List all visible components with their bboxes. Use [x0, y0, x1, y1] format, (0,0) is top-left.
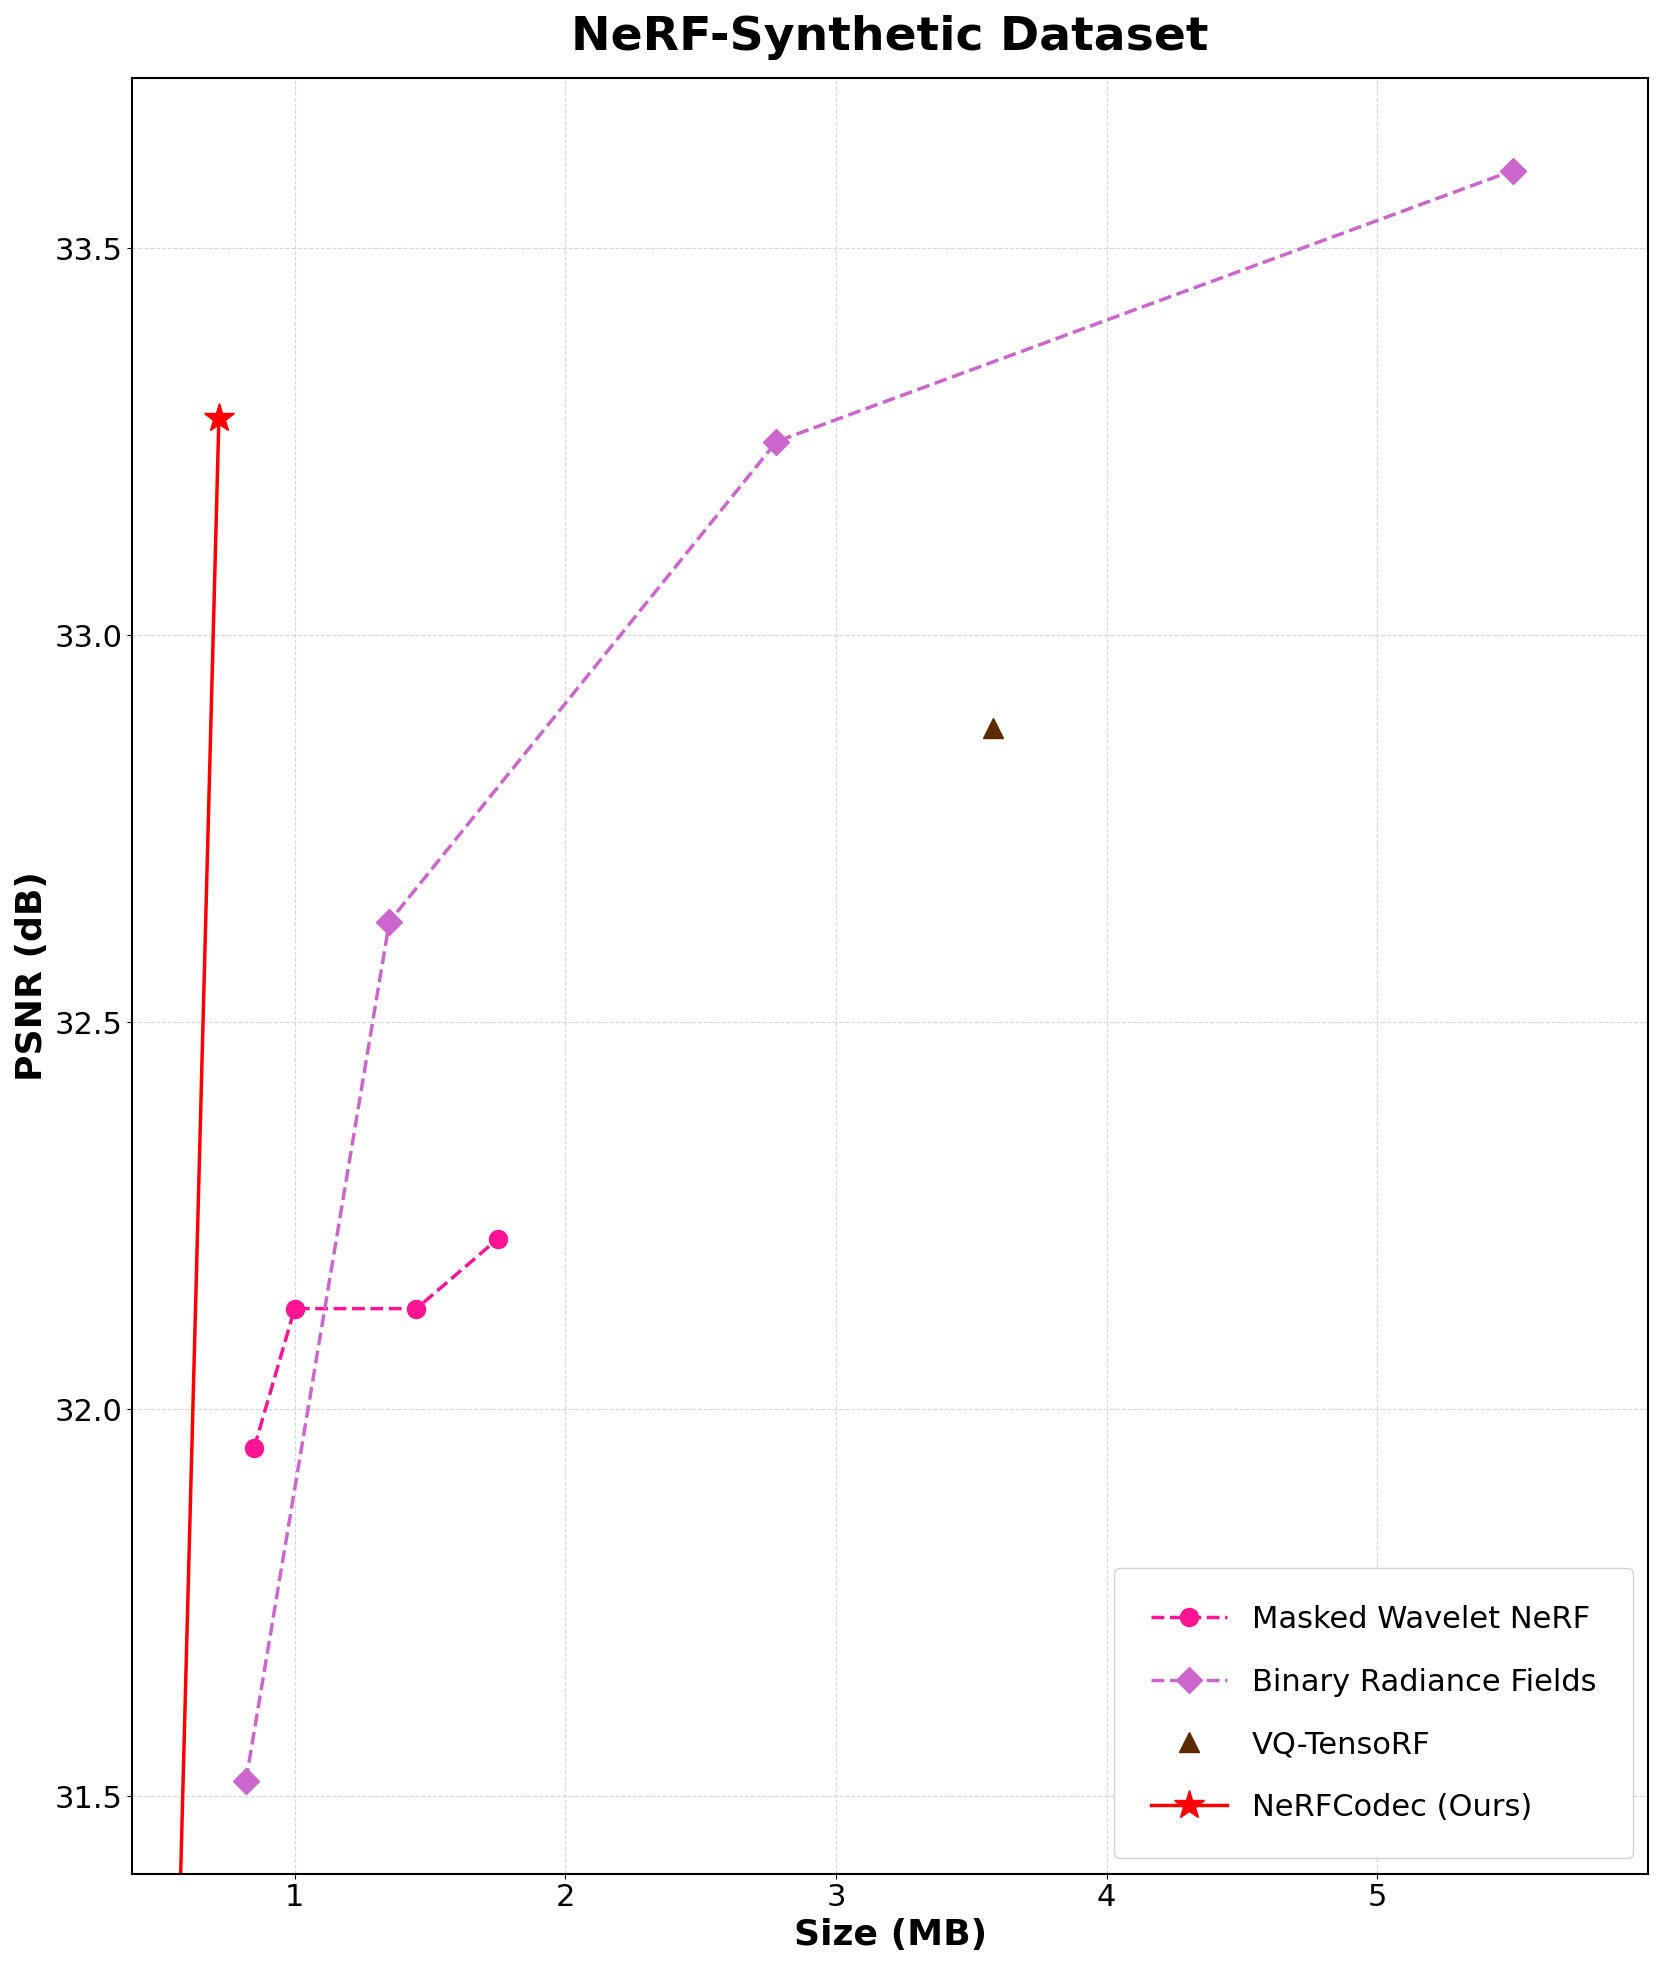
- Legend: Masked Wavelet NeRF, Binary Radiance Fields, VQ-TensoRF, NeRFCodec (Ours): Masked Wavelet NeRF, Binary Radiance Fie…: [1114, 1568, 1633, 1859]
- Masked Wavelet NeRF: [487, 1227, 507, 1251]
- Y-axis label: PSNR (dB): PSNR (dB): [15, 871, 48, 1080]
- Binary Radiance Fields: [236, 1768, 256, 1792]
- Binary Radiance Fields: [379, 911, 399, 934]
- Masked Wavelet NeRF: [244, 1436, 264, 1460]
- Masked Wavelet NeRF: [284, 1296, 304, 1320]
- Binary Radiance Fields: [767, 431, 787, 454]
- Masked Wavelet NeRF: [406, 1296, 426, 1320]
- Line: Masked Wavelet NeRF: Masked Wavelet NeRF: [244, 1229, 507, 1458]
- X-axis label: Size (MB): Size (MB): [793, 1918, 986, 1951]
- Binary Radiance Fields: [1503, 159, 1523, 183]
- Line: Binary Radiance Fields: Binary Radiance Fields: [236, 161, 1522, 1790]
- Title: NeRF-Synthetic Dataset: NeRF-Synthetic Dataset: [572, 16, 1209, 61]
